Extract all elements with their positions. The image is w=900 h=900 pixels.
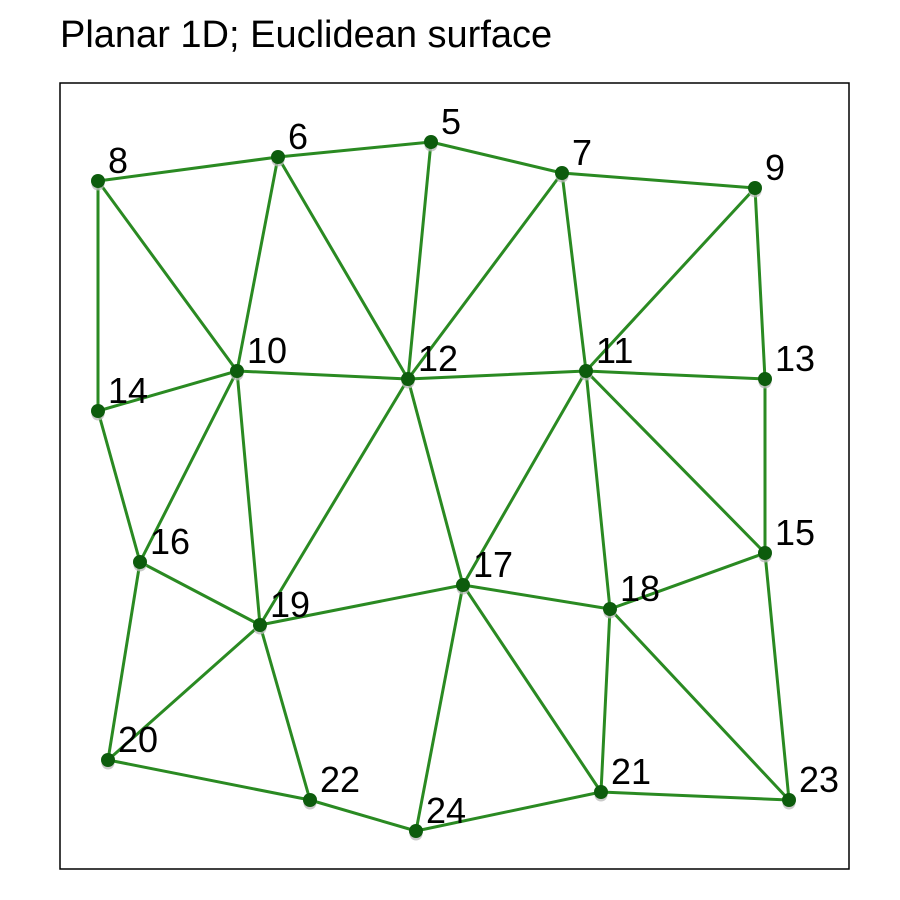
node-6 [271, 150, 285, 164]
edge-10-12 [235, 369, 410, 381]
edge-7-12 [406, 171, 564, 381]
node-8 [91, 174, 105, 188]
node-15 [758, 546, 772, 560]
edge-5-12 [406, 140, 433, 381]
node-label-12: 12 [418, 338, 458, 379]
node-label-11: 11 [596, 330, 633, 371]
node-16 [133, 555, 147, 569]
edge-11-15 [584, 369, 767, 555]
edge-14-16 [96, 409, 142, 564]
edge-6-5 [276, 140, 433, 159]
node-label-23: 23 [799, 759, 839, 800]
edge-19-22 [258, 623, 312, 802]
edge-8-10 [96, 179, 239, 373]
node-13 [758, 372, 772, 386]
edge-6-12 [276, 155, 410, 381]
edge-11-18 [584, 369, 612, 611]
node-20 [101, 753, 115, 767]
node-23 [782, 793, 796, 807]
node-label-24: 24 [426, 790, 466, 831]
edge-17-21 [461, 583, 603, 794]
node-label-9: 9 [765, 147, 785, 188]
edge-16-19 [138, 560, 262, 627]
edge-21-23 [599, 790, 791, 802]
edge-22-24 [308, 798, 418, 833]
node-label-7: 7 [572, 132, 592, 173]
edge-11-17 [461, 369, 588, 587]
edge-5-7 [429, 140, 564, 175]
node-label-17: 17 [473, 544, 513, 585]
node-12 [401, 372, 415, 386]
node-label-16: 16 [150, 521, 190, 562]
node-21 [594, 785, 608, 799]
node-19 [253, 618, 267, 632]
edge-19-20 [106, 623, 262, 762]
edge-24-21 [414, 790, 603, 833]
edge-20-22 [106, 758, 312, 802]
node-label-10: 10 [247, 330, 287, 371]
node-22 [303, 793, 317, 807]
node-11 [579, 364, 593, 378]
edge-17-24 [414, 583, 465, 833]
edge-18-21 [599, 607, 612, 794]
node-24 [409, 824, 423, 838]
node-label-8: 8 [108, 140, 128, 181]
node-18 [603, 602, 617, 616]
chart-title: Planar 1D; Euclidean surface [60, 14, 553, 56]
edge-9-13 [753, 186, 767, 381]
node-5 [424, 135, 438, 149]
node-10 [230, 364, 244, 378]
node-label-19: 19 [270, 584, 310, 625]
node-label-13: 13 [775, 338, 815, 379]
edge-10-16 [138, 369, 239, 564]
edge-18-15 [608, 551, 767, 611]
plot-frame [59, 82, 850, 870]
node-label-5: 5 [441, 101, 461, 142]
edge-17-18 [461, 583, 612, 611]
nodes-layer [91, 135, 796, 841]
edge-15-23 [763, 551, 791, 802]
edge-6-10 [235, 155, 280, 373]
edge-7-9 [560, 171, 757, 190]
edge-19-17 [258, 583, 465, 627]
node-7 [555, 166, 569, 180]
node-9 [748, 181, 762, 195]
edge-18-23 [608, 607, 791, 802]
edges-layer [96, 140, 791, 833]
node-label-15: 15 [775, 512, 815, 553]
node-label-6: 6 [288, 116, 308, 157]
edge-14-10 [96, 369, 239, 413]
labels-layer: 5 6 7 8 9 10 11 12 13 14 15 16 17 18 19 20 21 22 23 24 [108, 101, 839, 831]
edge-16-20 [106, 560, 142, 762]
edge-7-11 [560, 171, 588, 373]
edge-12-11 [406, 369, 588, 381]
edge-12-19 [258, 377, 410, 627]
node-label-18: 18 [620, 568, 660, 609]
edge-10-19 [235, 369, 262, 627]
node-14 [91, 404, 105, 418]
node-label-21: 21 [611, 751, 651, 792]
node-17 [456, 578, 470, 592]
edge-11-13 [584, 369, 767, 381]
node-label-14: 14 [108, 370, 148, 411]
edge-12-17 [406, 377, 465, 587]
node-label-20: 20 [118, 719, 158, 760]
edge-8-6 [96, 155, 280, 183]
edge-9-11 [584, 186, 757, 373]
node-label-22: 22 [320, 759, 360, 800]
